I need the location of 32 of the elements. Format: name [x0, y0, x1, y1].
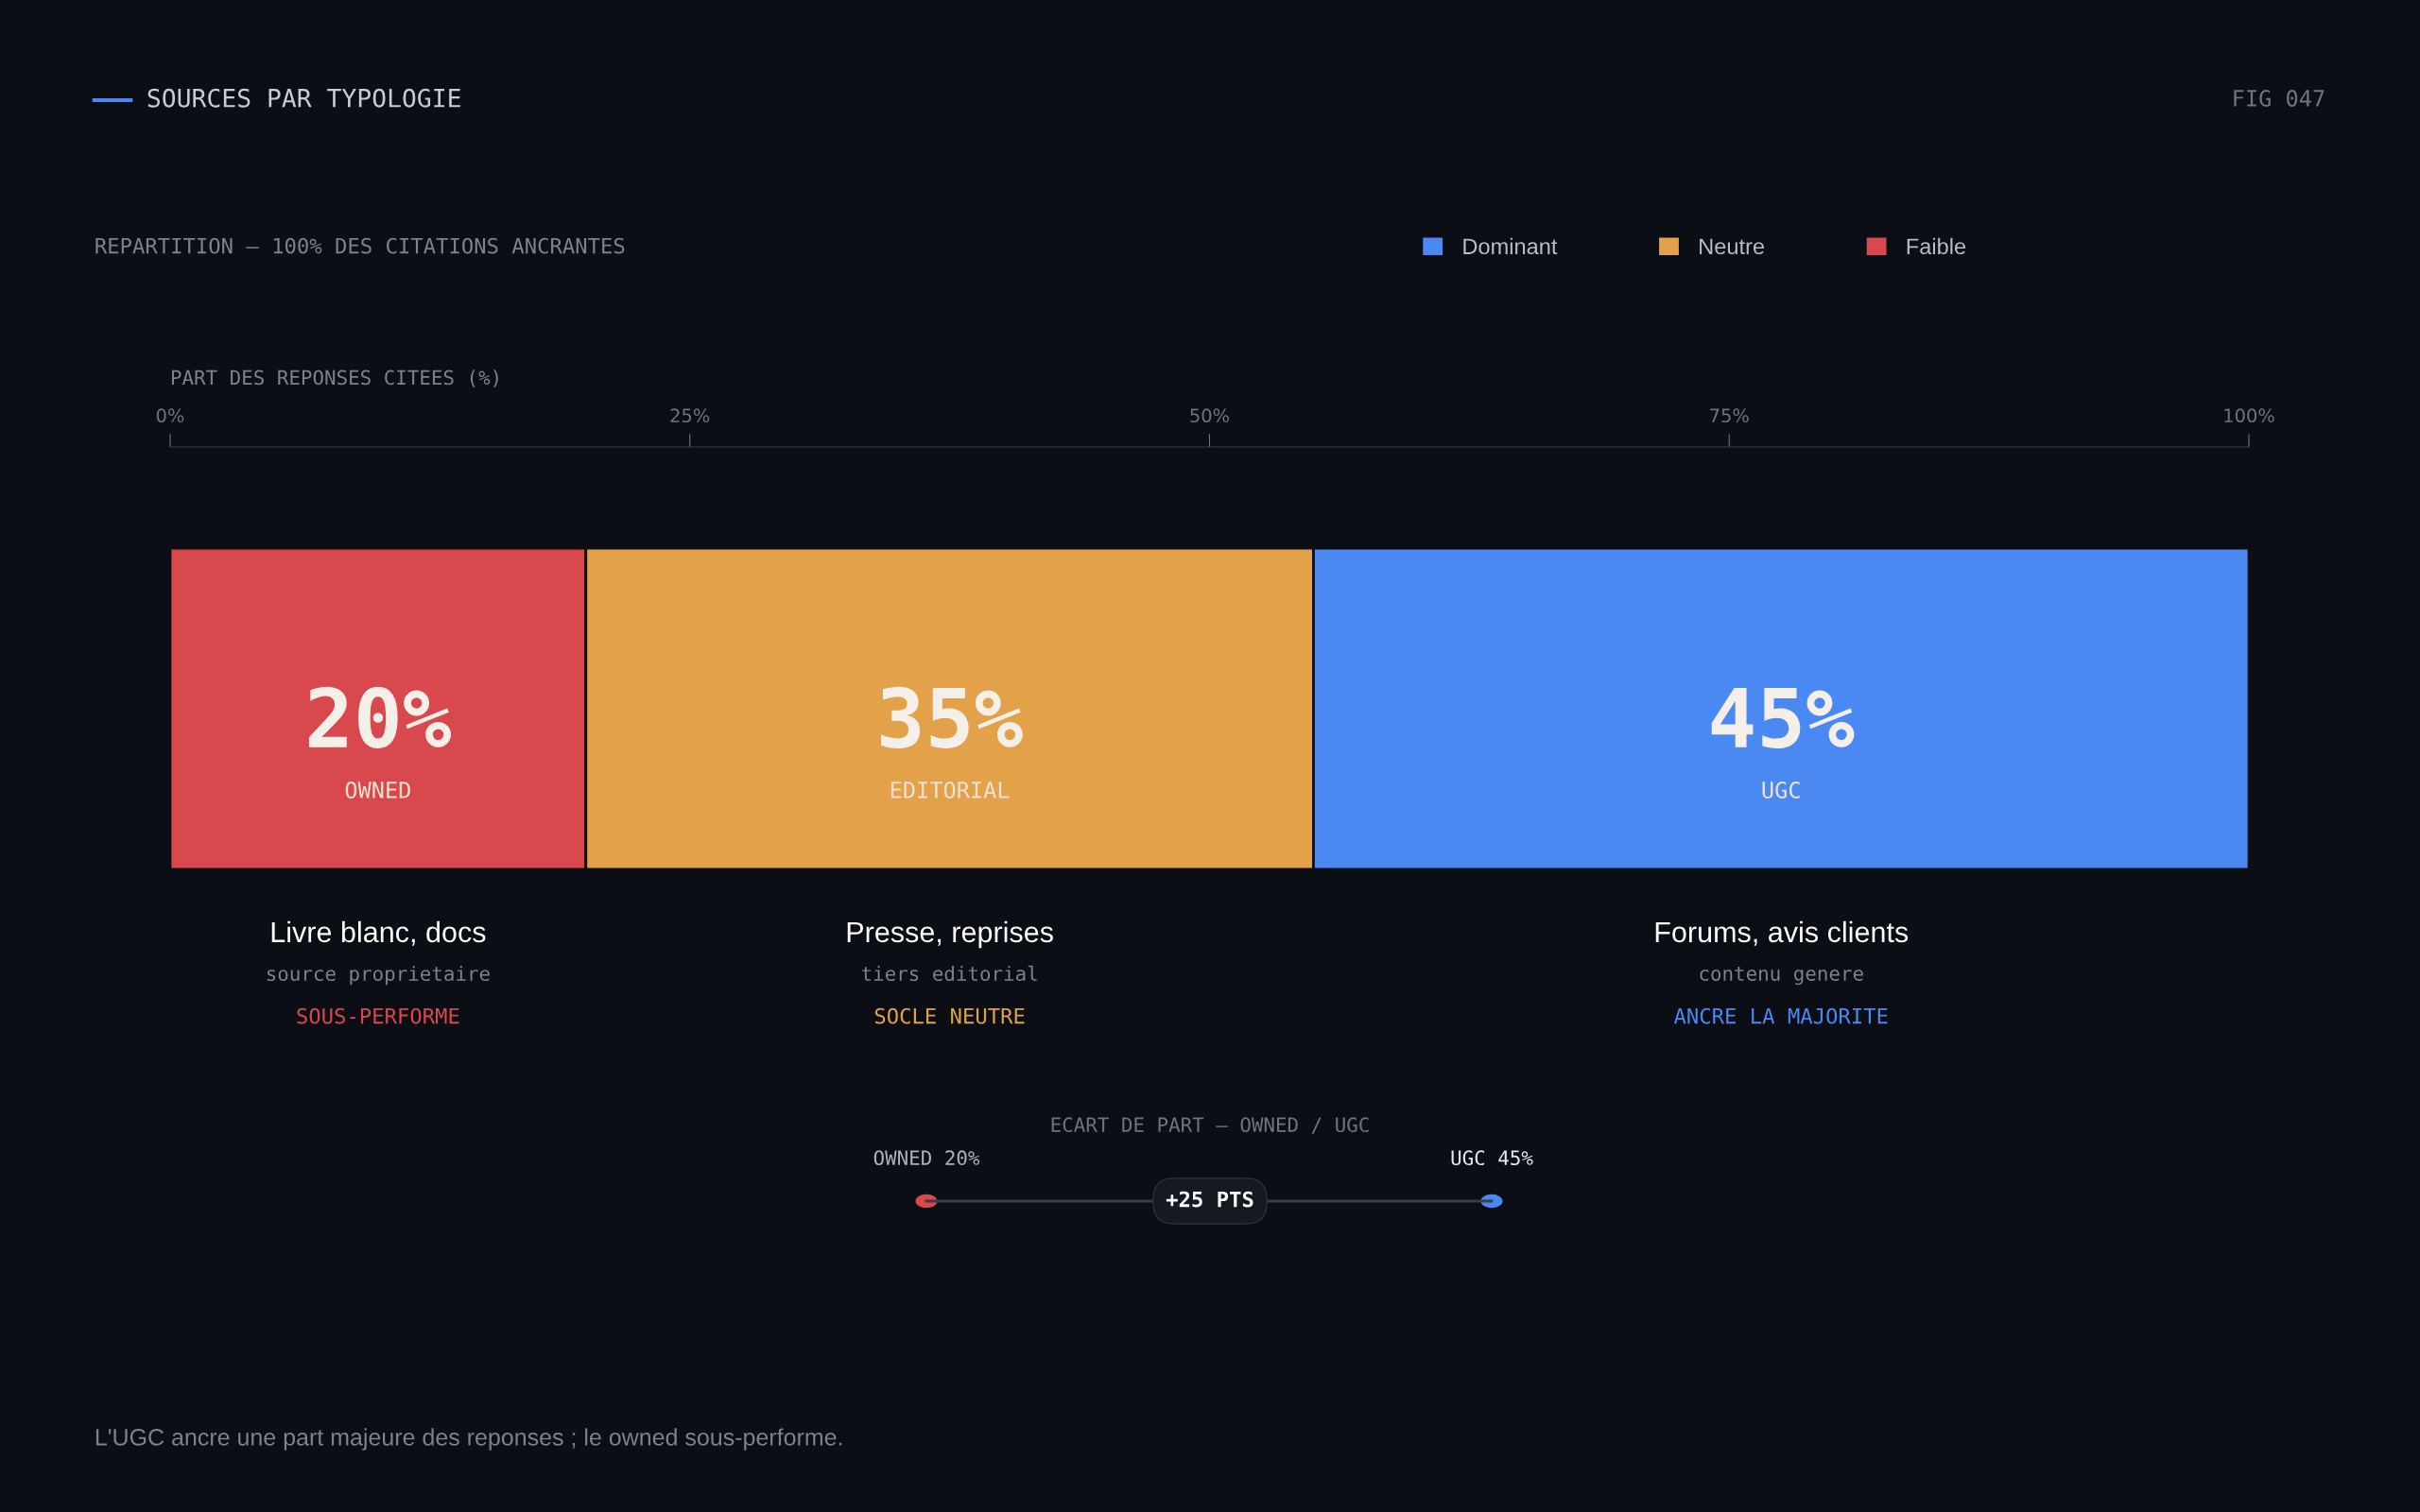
- x-tick-label: 50%: [1190, 408, 1230, 423]
- text: ANCRE LA MAJORITE: [1673, 1007, 1888, 1024]
- text: Presse, reprises: [847, 920, 1053, 949]
- chart-subtitle: REPARTITION — 100% DES CITATIONS ANCRANTES: [95, 237, 625, 254]
- text: contenu genere: [1700, 967, 1863, 986]
- data-label: 45%: [1711, 687, 1855, 748]
- data-label: 35%: [881, 686, 1023, 748]
- annotation: OWNED: [345, 782, 410, 799]
- text: SOUS-PERFORME: [297, 1007, 459, 1024]
- text: ECART DE PART — OWNED / UGC: [1051, 1117, 1369, 1134]
- source-note: source proprietaire: [267, 965, 490, 986]
- text: L'UGC ancre une part majeure des reponses ; le owned sous-performe.: [95, 1428, 842, 1451]
- text: Livre blanc, docs: [271, 920, 486, 946]
- x-tick-label: 100%: [2224, 408, 2274, 423]
- text: UGC 45%: [1451, 1150, 1533, 1166]
- legend-label: Dominant: [1463, 237, 1558, 255]
- text: Forums, avis clients: [1655, 920, 1909, 946]
- x-axis-title: PART DES REPONSES CITEES (%): [171, 369, 498, 387]
- data-label: 20%: [308, 686, 452, 748]
- x-tick-label: 0%: [156, 408, 184, 423]
- x-tick-label: 75%: [1710, 408, 1749, 423]
- caption: FIG 047: [2234, 90, 2325, 107]
- text: +25 PTS: [1166, 1191, 1253, 1208]
- legend-label: Faible: [1907, 237, 1966, 255]
- text: SOCLE NEUTRE: [874, 1007, 1025, 1024]
- annotation: UGC: [1762, 782, 1800, 799]
- annotation: EDITORIAL: [890, 782, 1010, 799]
- legend-label: Neutre: [1700, 238, 1765, 255]
- x-tick-label: 25%: [670, 408, 710, 423]
- chart-title: SOURCES PAR TYPOLOGIE: [147, 88, 460, 108]
- text: OWNED 20%: [873, 1150, 980, 1166]
- text: tiers editorial: [861, 965, 1037, 982]
